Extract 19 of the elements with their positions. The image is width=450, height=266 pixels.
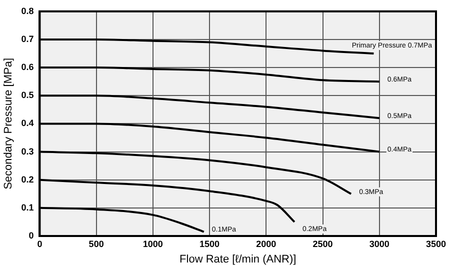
y-tick-label: 0 [28,230,34,240]
y-tick-label: 0.5 [21,90,34,100]
y-axis-title: Secondary Pressure [MPa] [2,58,15,190]
x-tick-label: 2500 [312,238,333,249]
x-axis-title: Flow Rate [ℓ/min (ANR)] [180,253,296,266]
y-tick-label: 0.8 [21,6,34,16]
y-tick-label: 0.1 [21,202,34,212]
y-tick-label: 0.4 [21,118,34,128]
x-tick-label: 500 [88,238,104,249]
x-tick-label: 3000 [369,238,390,249]
y-tick-label: 0.2 [21,174,34,184]
y-tick-label: 0.3 [21,146,34,156]
y-tick-label: 0.7 [21,34,34,44]
x-tick-label: 1500 [200,238,220,249]
x-tick-label: 3500 [426,238,446,249]
x-tick-label: 0 [37,238,42,249]
y-tick-label: 0.6 [21,62,34,72]
x-tick-label: 2000 [256,238,276,249]
x-tick-label: 1000 [142,238,163,249]
